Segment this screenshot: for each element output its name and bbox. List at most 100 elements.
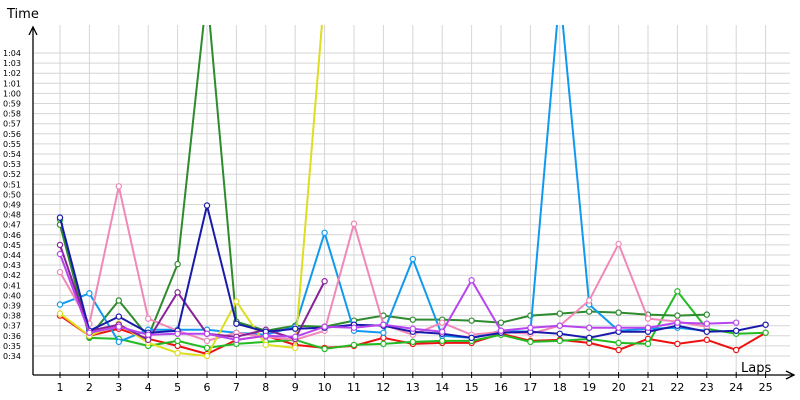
data-point (615, 339, 622, 347)
data-point (586, 297, 593, 304)
x-tick-labels: 1 2 3 4 5 6 7 8 9 10 11 12 13 14 15 16 17 18 19 20 21 22 23 24 2… (57, 381, 773, 394)
data-point (644, 324, 652, 331)
y-tick-label: 0:40 (3, 291, 21, 300)
y-tick-label: 0:36 (3, 332, 21, 341)
y-tick-label: 1:04 (3, 49, 21, 58)
x-tick-label: 6 (204, 381, 211, 394)
data-point (292, 325, 299, 332)
data-point (409, 325, 416, 332)
series-9 (56, 250, 740, 344)
data-point (56, 241, 64, 249)
data-point (350, 324, 358, 331)
data-point (56, 268, 64, 276)
x-tick-label: 23 (700, 381, 714, 394)
data-point (174, 342, 181, 350)
x-tick-label: 3 (115, 381, 122, 394)
data-point (556, 337, 564, 345)
y-tick-label: 0:49 (3, 201, 21, 210)
data-point (409, 255, 416, 263)
data-point (292, 344, 299, 352)
y-tick-label: 0:51 (3, 180, 21, 189)
y-tick-label: 1:01 (3, 79, 21, 88)
x-tick-label: 24 (729, 381, 743, 394)
data-point (615, 346, 622, 354)
data-point (262, 341, 269, 349)
x-tick-label: 15 (465, 381, 479, 394)
data-point (380, 340, 387, 348)
data-point (674, 288, 681, 295)
x-tick-label: 21 (641, 381, 655, 394)
data-point (703, 336, 711, 344)
data-point (439, 319, 446, 326)
data-point (203, 352, 211, 360)
data-point (174, 260, 181, 268)
x-tick-label: 4 (145, 381, 152, 394)
data-point (56, 301, 64, 308)
y-axis-title: Time (6, 7, 39, 22)
y-tick-label: 0:50 (3, 190, 21, 199)
data-point (409, 316, 416, 323)
data-point (733, 346, 740, 354)
y-tick-label: 0:37 (3, 322, 21, 331)
x-tick-label: 13 (406, 381, 420, 394)
data-point (233, 298, 240, 305)
data-point (703, 311, 711, 318)
x-tick-label: 8 (262, 381, 269, 394)
x-tick-label: 9 (292, 381, 299, 394)
data-point (321, 278, 328, 285)
x-tick-label: 11 (347, 381, 361, 394)
y-tick-label: 0:59 (3, 100, 21, 109)
data-point (86, 290, 93, 297)
data-point (615, 240, 622, 248)
x-tick-label: 25 (759, 381, 773, 394)
y-tick-label: 0:47 (3, 221, 21, 230)
y-tick-label: 0:42 (3, 271, 21, 280)
y-tick-labels: 0:340:350:360:370:380:39 0:400:410:420:43… (3, 49, 21, 361)
data-point (644, 315, 652, 322)
data-point (233, 320, 240, 327)
data-point (233, 336, 240, 344)
x-tick-label: 22 (670, 381, 684, 394)
y-tick-label: 1:02 (3, 69, 21, 78)
y-tick-label: 0:46 (3, 231, 21, 240)
data-point (556, 322, 564, 329)
y-tick-label: 0:53 (3, 160, 21, 169)
y-tick-label: 0:34 (3, 352, 21, 361)
data-point (262, 332, 269, 339)
data-point (703, 328, 711, 335)
y-tick-label: 0:48 (3, 211, 21, 220)
data-point (615, 309, 622, 316)
data-point (439, 337, 446, 345)
data-point (203, 344, 211, 352)
y-tick-label: 0:55 (3, 140, 21, 149)
data-point (468, 334, 475, 342)
y-tick-label: 0:56 (3, 130, 21, 139)
data-point (115, 297, 123, 304)
data-point (321, 323, 328, 330)
x-tick-label: 2 (86, 381, 93, 394)
x-tick-label: 1 (57, 381, 64, 394)
data-point (350, 220, 358, 227)
y-tick-label: 0:54 (3, 150, 21, 159)
data-point (703, 320, 711, 327)
series-2 (56, 216, 769, 353)
x-tick-label: 10 (318, 381, 332, 394)
x-tick-label: 12 (376, 381, 390, 394)
data-point (115, 313, 123, 320)
y-tick-label: 0:38 (3, 312, 21, 321)
data-point (527, 324, 534, 331)
data-point (527, 338, 534, 346)
data-point (497, 327, 505, 334)
data-point (586, 324, 593, 331)
x-tick-label: 16 (494, 381, 508, 394)
series-lines (56, 25, 769, 360)
data-point (380, 321, 387, 328)
data-point (762, 321, 769, 328)
data-point (615, 324, 622, 331)
y-tick-label: 0:39 (3, 302, 21, 311)
series-line (59, 244, 326, 341)
data-point (674, 319, 681, 326)
x-tick-label: 18 (553, 381, 567, 394)
data-point (674, 312, 681, 319)
data-point (203, 337, 211, 345)
